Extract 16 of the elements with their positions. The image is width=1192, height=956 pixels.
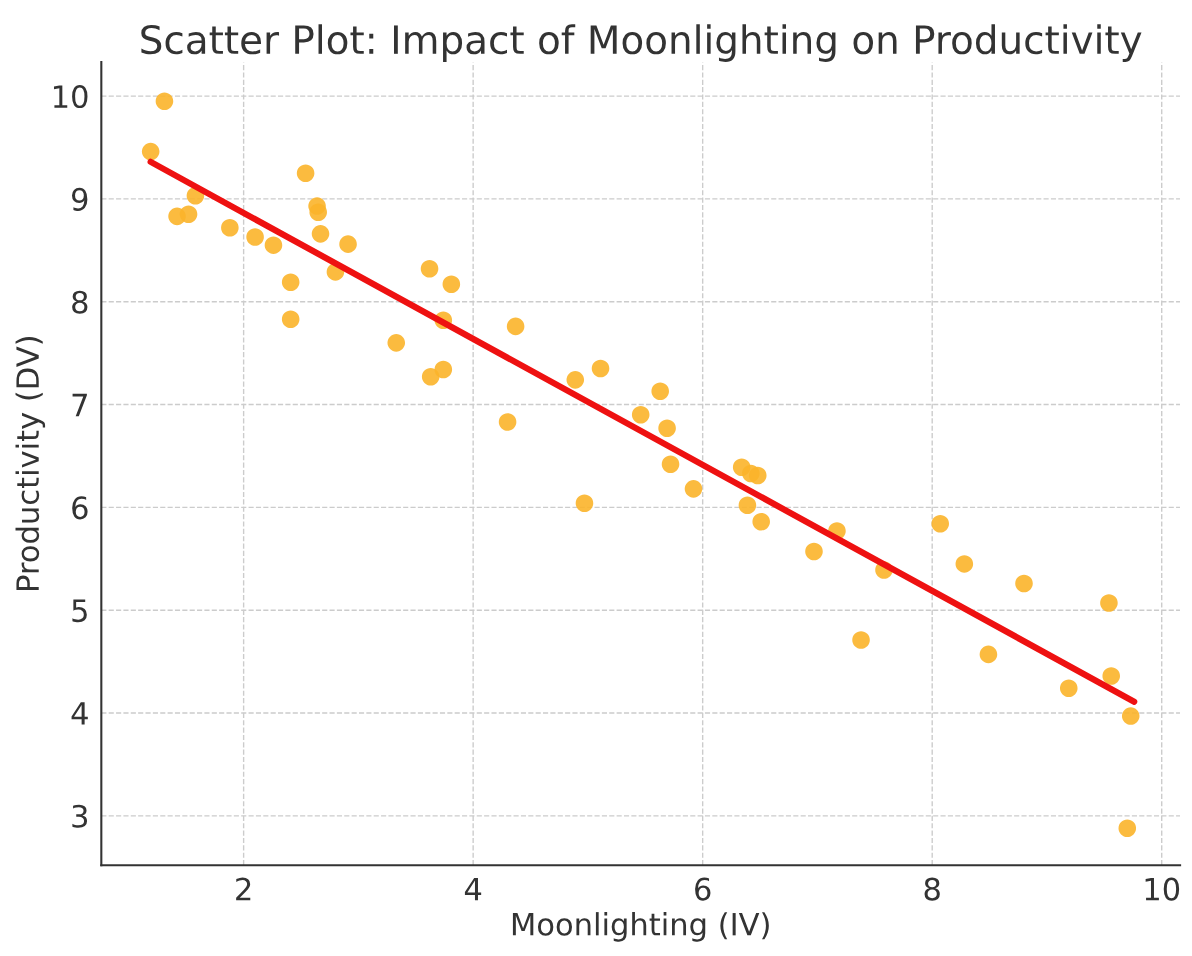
y-tick-label: 9 <box>72 187 88 211</box>
x-axis-title: Moonlighting (IV) <box>512 912 769 942</box>
chart-title: Scatter Plot: Impact of Moonlighting on Productivity <box>141 24 1142 62</box>
x-tick-label: 8 <box>924 877 940 901</box>
y-tick-label: 8 <box>72 290 88 314</box>
x-tick-label: 4 <box>464 877 482 901</box>
y-tick-label: 10 <box>53 85 88 109</box>
x-tick-label: 6 <box>695 877 711 901</box>
y-tick-label: 6 <box>72 496 88 520</box>
y-tick-label: 4 <box>71 702 88 725</box>
y-axis-title: Productivity (DV) <box>15 337 46 590</box>
x-tick-label: 2 <box>236 877 251 901</box>
y-tick-label: 5 <box>72 599 87 623</box>
x-tick-label: 10 <box>1145 877 1180 901</box>
y-tick-label: 3 <box>72 804 88 828</box>
y-tick-label: 7 <box>72 393 87 417</box>
